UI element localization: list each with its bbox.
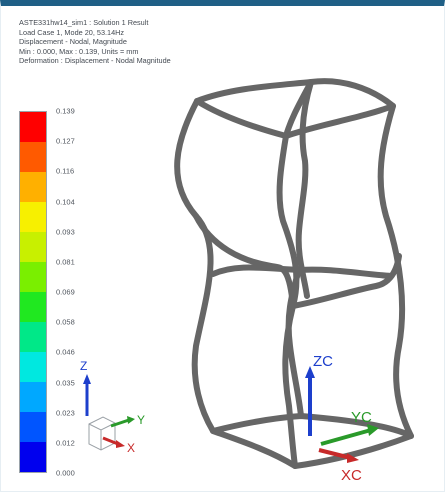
mesh-mid-ring-right — [293, 256, 399, 306]
triad-z-label: Z — [80, 359, 87, 373]
triad-x-arrowhead — [116, 440, 125, 448]
model-canvas[interactable]: Z Y X ZC YC XC — [1, 6, 445, 498]
triad-z-arrowhead — [83, 374, 91, 384]
wcs-xc-label: XC — [341, 467, 362, 484]
mesh-back-vertical — [299, 82, 311, 296]
view-triad-small[interactable]: Z Y X — [80, 359, 145, 455]
wcs-zc-label: ZC — [313, 353, 333, 370]
mesh-left-edge — [177, 101, 213, 431]
mesh-lower-back-vertical — [289, 270, 301, 416]
triad-cube — [89, 417, 115, 450]
wcs-yc-label: YC — [351, 409, 372, 426]
triad-y-label: Y — [137, 413, 145, 427]
triad-y-arrowhead — [127, 416, 135, 424]
triad-x-label: X — [127, 441, 135, 455]
deformed-mesh[interactable] — [177, 81, 411, 466]
wcs-yc-axis — [321, 430, 371, 444]
